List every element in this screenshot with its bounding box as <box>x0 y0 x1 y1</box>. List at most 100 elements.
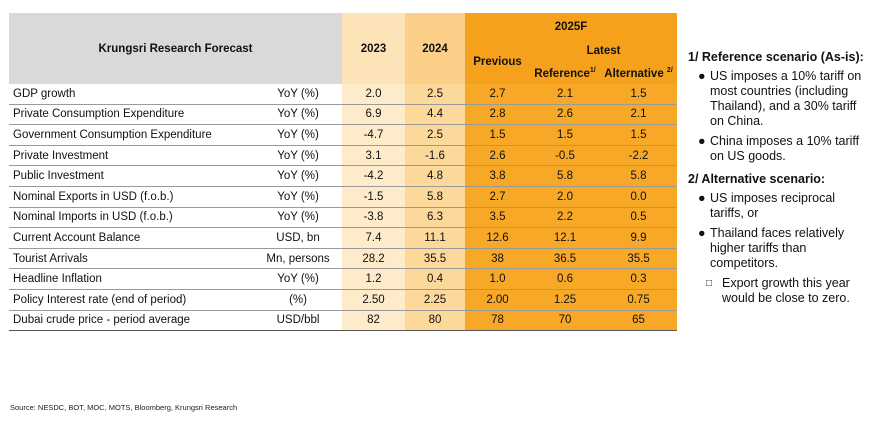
row-label: Nominal Exports in USD (f.o.b.) <box>9 186 254 208</box>
table-title: Krungsri Research Forecast <box>9 13 343 84</box>
row-unit: YoY (%) <box>254 124 343 146</box>
cell-previous: 3.5 <box>465 207 531 229</box>
row-unit: USD, bn <box>254 227 343 249</box>
cell-alternative: 0.75 <box>600 289 678 311</box>
cell-2023: 2.0 <box>342 84 406 105</box>
source-note: Source: NESDC, BOT, MOC, MOTS, Bloomberg… <box>10 403 238 412</box>
row-unit: (%) <box>254 289 343 311</box>
cell-reference: 5.8 <box>530 165 601 187</box>
cell-alternative: 0.5 <box>600 207 678 229</box>
row-unit: USD/bbl <box>254 310 343 332</box>
row-label: Government Consumption Expenditure <box>9 124 254 146</box>
cell-2023: -3.8 <box>342 207 406 229</box>
cell-alternative: 35.5 <box>600 248 678 270</box>
row-label: Headline Inflation <box>9 268 254 290</box>
note-text: Export growth this year would be close t… <box>722 276 850 305</box>
cell-2024: 2.25 <box>405 289 466 311</box>
row-label: GDP growth <box>9 84 254 105</box>
note-text: US imposes reciprocal tariffs, or <box>710 191 836 220</box>
col-previous-header: Previous <box>465 40 531 84</box>
reference-heading: 1/ Reference scenario (As-is): <box>688 50 864 64</box>
row-label: Nominal Imports in USD (f.o.b.) <box>9 207 254 229</box>
cell-reference: -0.5 <box>530 145 601 167</box>
cell-2023: 1.2 <box>342 268 406 290</box>
col-reference-header: Reference1/ <box>530 62 601 84</box>
col-2023-header: 2023 <box>342 13 406 84</box>
cell-alternative: 65 <box>600 310 678 332</box>
row-label: Dubai crude price - period average <box>9 310 254 332</box>
cell-2023: 6.9 <box>342 104 406 126</box>
table-row: Current Account Balance USD, bn 7.4 11.1 12.… <box>9 227 678 249</box>
cell-2023: 82 <box>342 310 406 332</box>
cell-reference: 2.6 <box>530 104 601 126</box>
note-item: ● China imposes a 10% tariff on US goods. <box>688 134 866 164</box>
col-latest-header: Latest <box>530 40 678 62</box>
table-row: Tourist Arrivals Mn, persons 28.2 35.5 38 36.… <box>9 248 678 270</box>
bullet-icon: ● <box>698 226 706 240</box>
note-subitem: □ Export growth this year would be close … <box>688 276 866 306</box>
row-unit: YoY (%) <box>254 165 343 187</box>
table-row: Headline Inflation YoY (%) 1.2 0.4 1.0 0.6 0.3 <box>9 268 678 290</box>
table-row: Government Consumption Expenditure YoY (%… <box>9 124 678 146</box>
cell-2023: 7.4 <box>342 227 406 249</box>
cell-previous: 2.6 <box>465 145 531 167</box>
cell-2024: 5.8 <box>405 186 466 208</box>
row-label: Public Investment <box>9 165 254 187</box>
cell-previous: 2.00 <box>465 289 531 311</box>
row-unit: YoY (%) <box>254 207 343 229</box>
bullet-icon: ● <box>698 134 706 148</box>
row-unit: YoY (%) <box>254 186 343 208</box>
table-row: Public Investment YoY (%) -4.2 4.8 3.8 5.8 5.8 <box>9 165 678 187</box>
cell-2024: 0.4 <box>405 268 466 290</box>
cell-previous: 38 <box>465 248 531 270</box>
col-2024-header: 2024 <box>405 13 466 84</box>
cell-previous: 2.8 <box>465 104 531 126</box>
cell-alternative: -2.2 <box>600 145 678 167</box>
row-label: Private Investment <box>9 145 254 167</box>
cell-alternative: 0.3 <box>600 268 678 290</box>
cell-alternative: 5.8 <box>600 165 678 187</box>
cell-reference: 36.5 <box>530 248 601 270</box>
table-row: Nominal Exports in USD (f.o.b.) YoY (%) -1… <box>9 186 678 208</box>
table-row: GDP growth YoY (%) 2.0 2.5 2.7 2.1 1.5 <box>9 84 678 105</box>
cell-2024: 4.4 <box>405 104 466 126</box>
table-row: Policy Interest rate (end of period) (%) 2… <box>9 289 678 311</box>
cell-reference: 1.5 <box>530 124 601 146</box>
alternative-heading: 2/ Alternative scenario: <box>688 172 826 186</box>
cell-alternative: 1.5 <box>600 124 678 146</box>
cell-alternative: 9.9 <box>600 227 678 249</box>
row-unit: Mn, persons <box>254 248 343 270</box>
note-text: Thailand faces relatively higher tariffs… <box>710 226 845 270</box>
cell-previous: 12.6 <box>465 227 531 249</box>
cell-2023: -4.2 <box>342 165 406 187</box>
cell-alternative: 2.1 <box>600 104 678 126</box>
row-label: Private Consumption Expenditure <box>9 104 254 126</box>
table-row: Dubai crude price - period average USD/bb… <box>9 310 678 332</box>
cell-reference: 1.25 <box>530 289 601 311</box>
bullet-icon: ● <box>698 191 706 205</box>
table-row: Private Consumption Expenditure YoY (%) 6.… <box>9 104 678 126</box>
cell-2023: -1.5 <box>342 186 406 208</box>
row-label: Current Account Balance <box>9 227 254 249</box>
row-label: Tourist Arrivals <box>9 248 254 270</box>
row-unit: YoY (%) <box>254 145 343 167</box>
cell-reference: 2.0 <box>530 186 601 208</box>
alternative-list: ● US imposes reciprocal tariffs, or ● Thail… <box>688 191 866 306</box>
note-text: China imposes a 10% tariff on US goods. <box>710 134 860 163</box>
cell-previous: 78 <box>465 310 531 332</box>
row-unit: YoY (%) <box>254 84 343 105</box>
note-item: ● Thailand faces relatively higher tariff… <box>688 226 866 271</box>
cell-2023: 28.2 <box>342 248 406 270</box>
bullet-icon: ● <box>698 69 706 83</box>
row-label: Policy Interest rate (end of period) <box>9 289 254 311</box>
cell-reference: 2.2 <box>530 207 601 229</box>
cell-2024: 6.3 <box>405 207 466 229</box>
cell-2024: 4.8 <box>405 165 466 187</box>
table-row: Private Investment YoY (%) 3.1 -1.6 2.6 -0.5-… <box>9 145 678 167</box>
cell-2023: 2.50 <box>342 289 406 311</box>
scenario-notes: 1/ Reference scenario (As-is): ● US impos… <box>688 50 866 314</box>
table-row: Nominal Imports in USD (f.o.b.) YoY (%) -3… <box>9 207 678 229</box>
cell-2024: 80 <box>405 310 466 332</box>
cell-reference: 12.1 <box>530 227 601 249</box>
cell-previous: 2.7 <box>465 186 531 208</box>
